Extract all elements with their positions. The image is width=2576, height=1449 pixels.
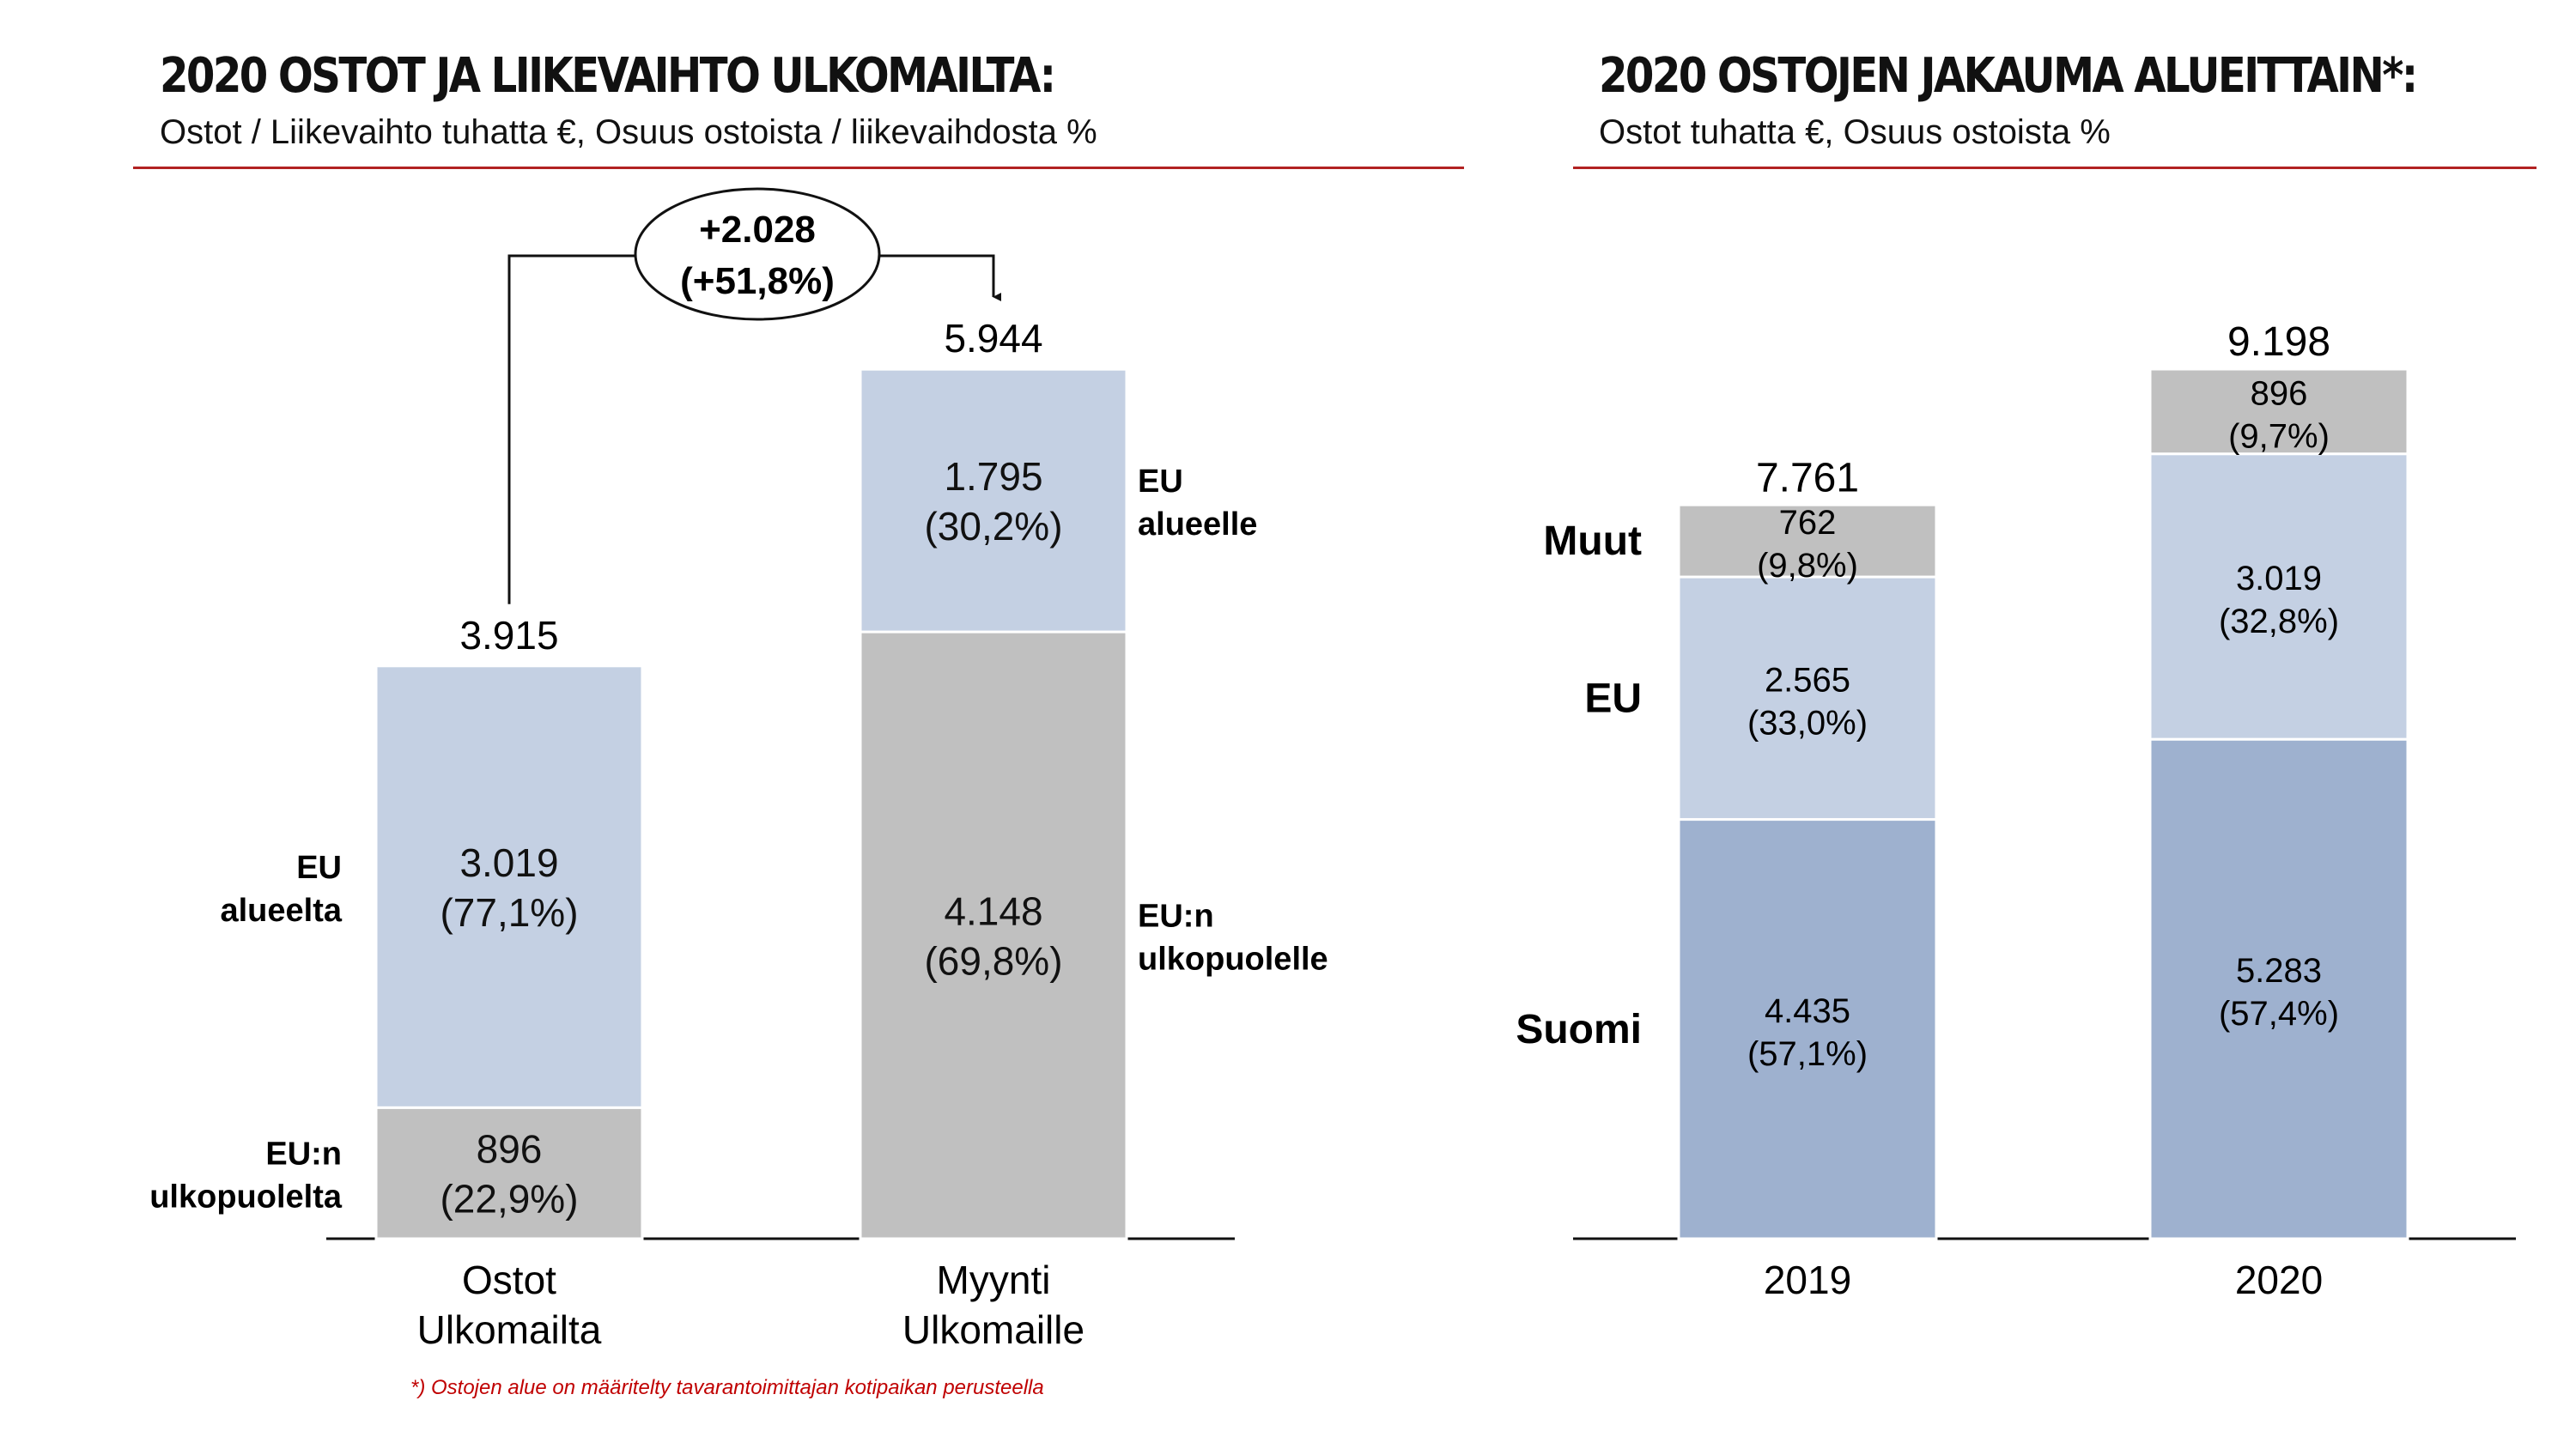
right-segment-value-label: 5.283 (2236, 952, 2322, 990)
left-segment-percent-label: (69,8%) (924, 939, 1062, 984)
left-bar-total-label: 3.915 (459, 613, 558, 658)
left-series-label: EU (296, 850, 342, 886)
left-stacked-bar-chart: 896 (22,9%) EU:n ulkopuolelta 3.019 (77,1%) EU… (149, 187, 1328, 1352)
left-segment-value-label: 1.795 (944, 454, 1042, 499)
right-segment-percent-label: (57,1%) (1747, 1035, 1868, 1073)
right-segment-value-label: 762 (1779, 504, 1837, 542)
left-bar-segment-2-non_eu (859, 630, 1128, 1240)
right-series-label: alueelle (1138, 506, 1257, 543)
right-series-side-label: Suomi (1516, 1007, 1642, 1052)
right-segment-value-label: 4.435 (1765, 992, 1850, 1030)
right-segment-value-label: 3.019 (2236, 560, 2322, 597)
left-category-label: Myynti (937, 1258, 1051, 1302)
delta-ellipse (634, 187, 881, 321)
right-series-label: ulkopuolelle (1138, 942, 1328, 978)
right-bar-total-label: 7.761 (1756, 455, 1859, 500)
right-segment-value-label: 2.565 (1765, 661, 1850, 699)
left-category-label: Ulkomaille (902, 1307, 1084, 1352)
right-segment-percent-label: (32,8%) (2219, 603, 2339, 640)
left-series-label: ulkopuolelta (149, 1179, 343, 1216)
left-segment-percent-label: (30,2%) (924, 504, 1062, 549)
left-bar-segment-1-non_eu (374, 1106, 644, 1240)
left-category-label: Ulkomailta (417, 1307, 602, 1352)
right-chart-subtitle: Ostot tuhatta €, Osuus ostoista % (1599, 113, 2111, 151)
right-category-label: 2019 (1764, 1258, 1851, 1302)
right-category-label: 2020 (2235, 1258, 2323, 1302)
right-series-side-label: Muut (1543, 518, 1642, 564)
right-bar-segment-2020-suomi (2148, 737, 2409, 1240)
footnote: *) Ostojen alue on määritelty tavarantoi… (410, 1376, 1044, 1399)
right-bar-segment-2019-muut (1677, 503, 1938, 579)
left-bar-total-label: 5.944 (944, 316, 1042, 361)
left-segment-percent-label: (77,1%) (440, 890, 578, 935)
right-title-rule (1573, 167, 2537, 169)
right-series-side-label: EU (1584, 676, 1642, 721)
left-series-label: EU:n (265, 1137, 342, 1173)
left-bar-segment-2-eu (859, 367, 1128, 634)
right-segment-percent-label: (9,8%) (1757, 547, 1858, 585)
left-chart-subtitle: Ostot / Liikevaihto tuhatta €, Osuus ost… (160, 113, 1097, 151)
right-segment-percent-label: (57,4%) (2219, 995, 2339, 1033)
left-segment-value-label: 896 (477, 1127, 543, 1172)
right-segment-percent-label: (9,7%) (2228, 417, 2330, 455)
left-bar-segment-1-eu (374, 664, 644, 1109)
right-segment-percent-label: (33,0%) (1747, 704, 1868, 742)
left-segment-value-label: 4.148 (944, 889, 1042, 934)
left-category-label: Ostot (462, 1258, 556, 1302)
right-series-label: EU (1138, 464, 1183, 500)
left-title-rule (133, 167, 1464, 169)
left-chart-title: 2020 OSTOT JA LIIKEVAIHTO ULKOMAILTA: (160, 48, 1056, 104)
delta-percent-label: (+51,8%) (680, 260, 835, 302)
left-series-label: alueelta (220, 893, 342, 929)
right-bar-total-label: 9.198 (2227, 319, 2330, 365)
left-segment-percent-label: (22,9%) (440, 1177, 578, 1222)
right-bar-segment-2020-muut (2148, 367, 2409, 456)
delta-connector-arrow (880, 254, 1001, 301)
right-chart-title: 2020 OSTOJEN JAKAUMA ALUEITTAIN*: (1599, 48, 2418, 104)
right-bar-segment-2019-eu (1677, 575, 1938, 822)
left-segment-value-label: 3.019 (459, 840, 558, 885)
right-stacked-bar-chart: 4.435 (57,1%) Suomi 2.565 (33,0%) EU 762 (9,8%)… (1516, 319, 2516, 1302)
right-segment-value-label: 896 (2251, 374, 2308, 412)
delta-connector-left (507, 254, 635, 604)
right-bar-segment-2020-eu (2148, 452, 2409, 741)
delta-value-label: +2.028 (699, 209, 816, 251)
right-series-label: EU:n (1138, 899, 1214, 935)
